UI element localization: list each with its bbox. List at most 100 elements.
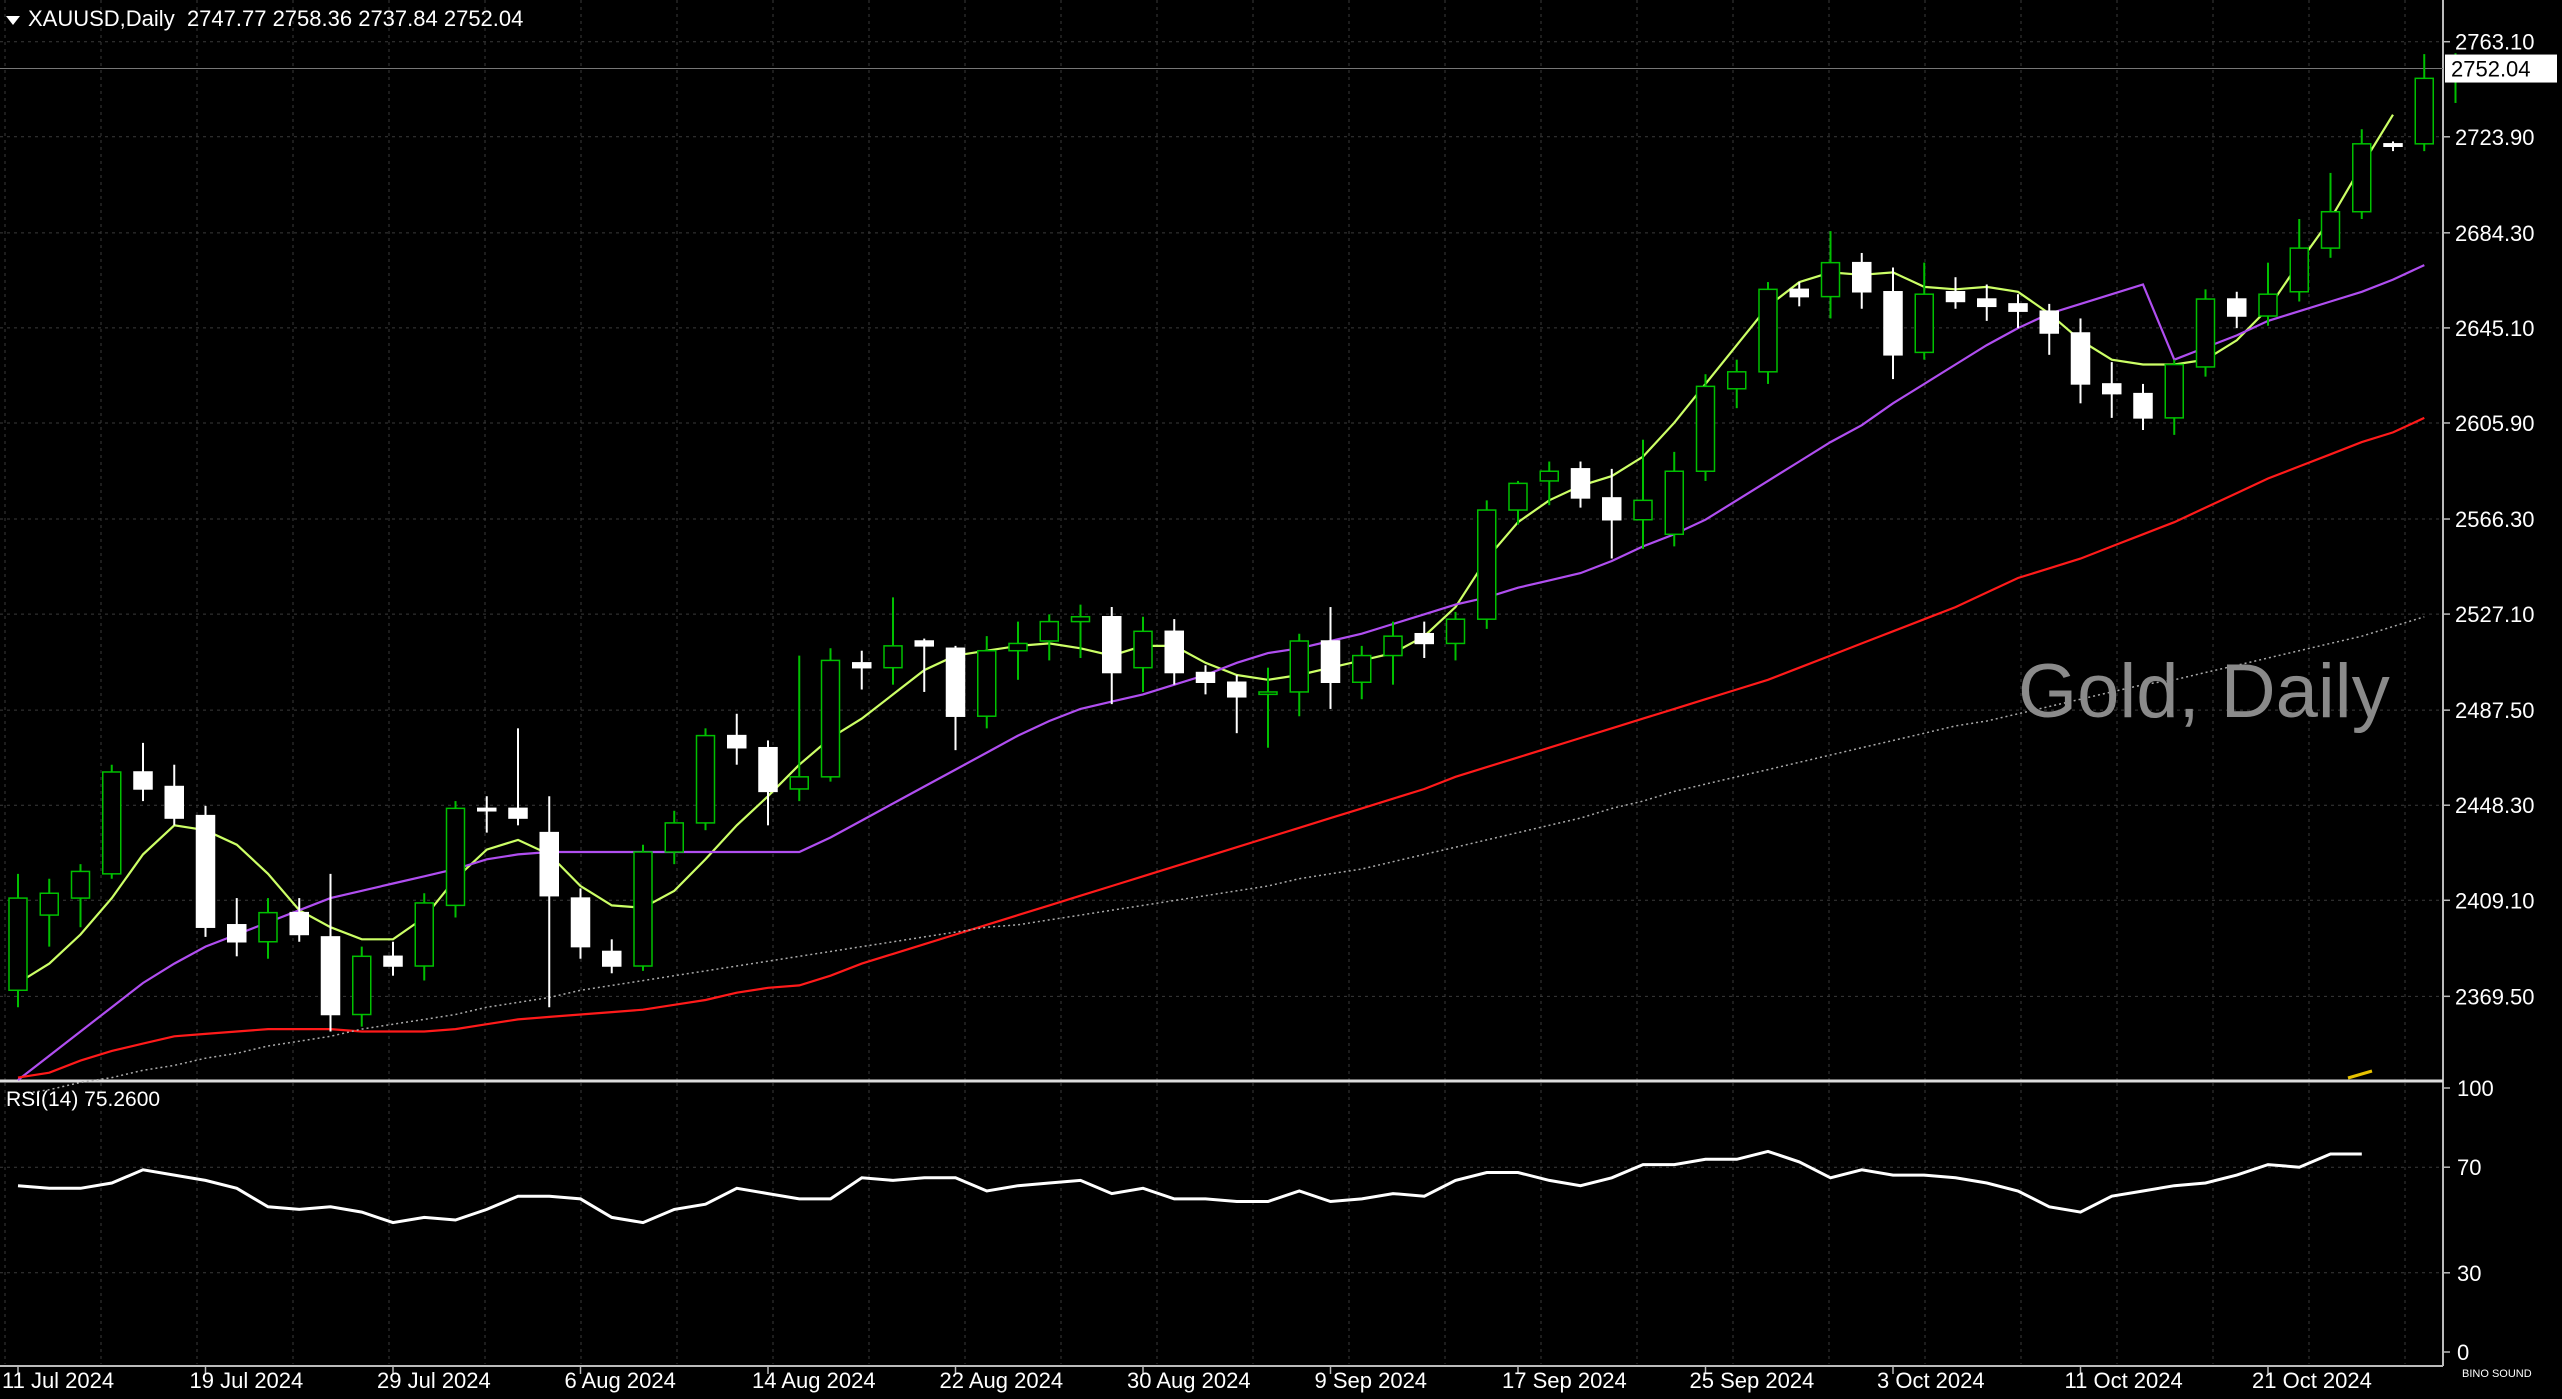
candle [1789, 288, 1809, 298]
candle [2289, 247, 2309, 293]
candle [570, 897, 591, 948]
candle [945, 647, 966, 717]
rsi-tick-label: 70 [2457, 1155, 2481, 1180]
time-tick-label: 25 Sep 2024 [1690, 1368, 1815, 1393]
candle [539, 831, 559, 897]
candle [1945, 291, 1966, 303]
time-tick-label: 19 Jul 2024 [190, 1368, 304, 1393]
candle [1383, 635, 1403, 657]
candle [1633, 499, 1653, 521]
candle [1258, 691, 1278, 696]
time-tick-label: 14 Aug 2024 [752, 1368, 876, 1393]
last-price-box [2445, 54, 2557, 83]
candle [1164, 630, 1184, 674]
candle [289, 911, 309, 936]
candle [2195, 298, 2216, 368]
candle [1102, 616, 1122, 674]
candle [477, 807, 497, 812]
price-tick-label: 2487.50 [2455, 698, 2535, 723]
rsi-tick-label: 30 [2457, 1261, 2481, 1286]
candle [1195, 671, 1216, 683]
candle [320, 936, 341, 1016]
time-tick-label: 11 Jul 2024 [2, 1368, 114, 1393]
candle [2320, 210, 2341, 249]
candle [2070, 332, 2091, 385]
candle [1914, 293, 1934, 354]
candle [383, 955, 403, 967]
candle [727, 734, 747, 749]
candle [852, 662, 872, 669]
time-tick-label: 6 Aug 2024 [565, 1368, 676, 1393]
candle [2227, 298, 2247, 317]
candle [2164, 363, 2184, 419]
candle [1133, 630, 1153, 669]
candle [1289, 640, 1309, 693]
candle [1602, 497, 1622, 521]
candle [2352, 143, 2372, 213]
time-tick-label: 3 Oct 2024 [1877, 1368, 1985, 1393]
time-tick-label: 17 Sep 2024 [1502, 1368, 1627, 1393]
candle [1664, 470, 1684, 536]
rsi-tick-label: 100 [2457, 1076, 2494, 1101]
candle [633, 851, 653, 967]
candle [2039, 310, 2059, 334]
ma-mid-line [17, 264, 2425, 1081]
rsi-header: RSI(14) 75.2600 [6, 1088, 161, 1111]
time-tick-label: 21 Oct 2024 [2252, 1368, 2372, 1393]
candle [102, 771, 122, 875]
candle [414, 902, 434, 967]
indicator-marker [2347, 1069, 2373, 1080]
candle [664, 822, 684, 853]
candle [820, 659, 841, 778]
candle [1070, 616, 1091, 623]
price-tick-label: 2723.90 [2455, 125, 2535, 150]
candle [2133, 392, 2153, 419]
candle [227, 924, 247, 943]
chart-watermark: Gold, Daily [2018, 649, 2390, 734]
candle [1727, 371, 1747, 390]
candle [1977, 298, 1997, 308]
candle [883, 645, 903, 669]
candle [2414, 77, 2434, 145]
candle [164, 785, 184, 819]
candle [1883, 291, 1903, 356]
candle [1445, 618, 1466, 645]
candle [2008, 303, 2028, 312]
time-tick-label: 29 Jul 2024 [377, 1368, 491, 1393]
candle [133, 771, 153, 790]
brand-logo: BINO SOUND [2462, 1368, 2532, 1380]
candle [1820, 261, 1841, 298]
symbol-header: XAUUSD,Daily 2747.77 2758.36 2737.84 275… [6, 6, 523, 32]
time-tick-label: 11 Oct 2024 [2065, 1368, 2183, 1393]
candle [602, 950, 622, 967]
ma-short-line [17, 114, 2394, 984]
rsi-tick-label: 0 [2457, 1340, 2469, 1365]
candle [2102, 383, 2122, 395]
candle [2383, 143, 2403, 147]
candle [1570, 468, 1591, 499]
candle [1414, 632, 1434, 645]
ma-long-line [17, 416, 2425, 1079]
candle [1039, 620, 1059, 642]
candle [789, 776, 809, 790]
candle [1695, 385, 1716, 472]
last-price-label: 2752.04 [2451, 57, 2531, 82]
time-tick-label: 30 Aug 2024 [1127, 1368, 1251, 1393]
candle [2258, 293, 2278, 317]
dropdown-triangle-icon[interactable] [6, 15, 20, 25]
candle [258, 911, 278, 943]
candle [1352, 654, 1372, 683]
candle [1320, 640, 1341, 683]
candle [695, 734, 716, 824]
price-tick-label: 2763.10 [2455, 30, 2535, 55]
time-tick-label: 9 Sep 2024 [1315, 1368, 1428, 1393]
candle [445, 807, 466, 907]
candle [914, 640, 934, 647]
price-tick-label: 2605.90 [2455, 411, 2535, 436]
candle [1852, 261, 1872, 293]
candle [1227, 681, 1247, 698]
ma-extra-line [17, 616, 2425, 1096]
candle [352, 955, 372, 1016]
price-tick-label: 2409.10 [2455, 888, 2535, 913]
